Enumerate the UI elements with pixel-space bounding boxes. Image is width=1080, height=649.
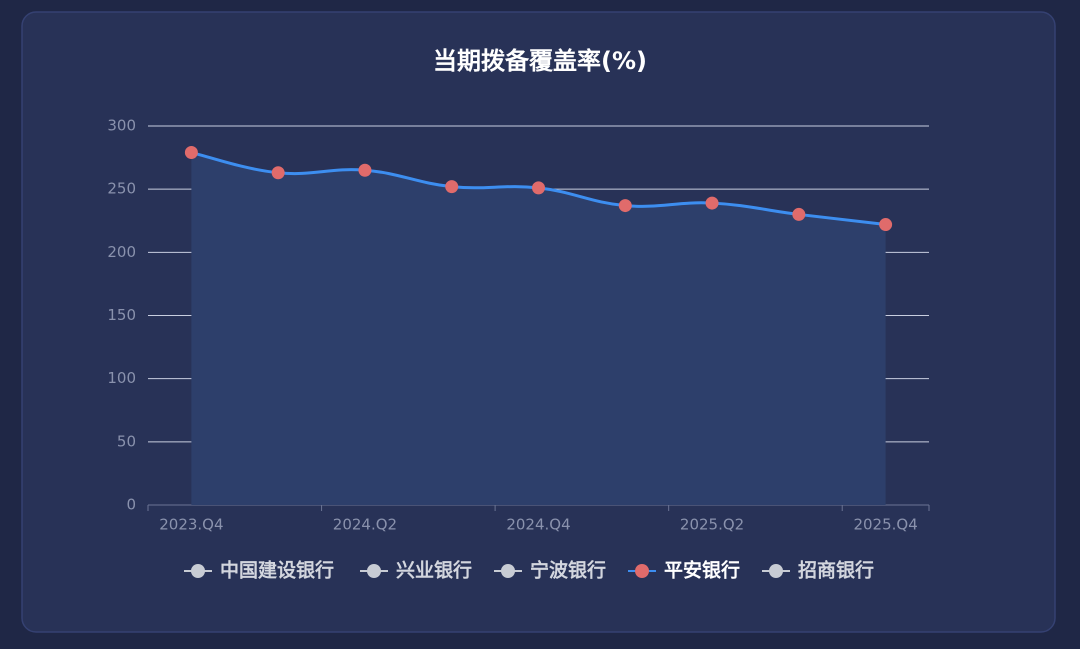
legend-dot xyxy=(769,564,783,578)
y-tick-label: 50 xyxy=(117,432,136,450)
legend-dot xyxy=(191,564,205,578)
point xyxy=(879,218,893,232)
legend-label: 兴业银行 xyxy=(396,559,472,582)
point xyxy=(271,166,285,180)
y-tick-label: 250 xyxy=(107,180,136,198)
legend-dot xyxy=(501,564,515,578)
x-tick-label: 2024.Q2 xyxy=(333,516,397,534)
y-tick-label: 150 xyxy=(107,306,136,324)
legend-item: 招商银行 xyxy=(762,559,874,582)
legend-label: 招商银行 xyxy=(798,559,874,582)
point xyxy=(618,199,632,213)
legend-item: 宁波银行 xyxy=(494,559,606,582)
y-tick-label: 200 xyxy=(107,243,136,261)
point xyxy=(705,196,719,210)
x-tick-label: 2025.Q4 xyxy=(853,516,917,534)
x-tick-label: 2023.Q4 xyxy=(159,516,223,534)
y-tick-label: 0 xyxy=(126,496,136,514)
point xyxy=(792,207,806,221)
chart-title: 当期拨备覆盖率(%) xyxy=(433,47,647,75)
point xyxy=(358,163,372,177)
y-tick-label: 100 xyxy=(107,369,136,387)
point xyxy=(445,180,459,194)
area xyxy=(191,152,886,505)
legend-label: 平安银行 xyxy=(664,559,740,582)
x-tick-label: 2024.Q4 xyxy=(506,516,570,534)
point xyxy=(532,181,545,195)
legend-label: 宁波银行 xyxy=(530,559,606,582)
legend-label: 中国建设银行 xyxy=(220,559,334,582)
legend-item: 平安银行 xyxy=(628,559,740,582)
point xyxy=(184,146,198,160)
legend-dot xyxy=(367,564,381,578)
legend-item: 中国建设银行 xyxy=(184,559,334,582)
legend-item: 兴业银行 xyxy=(360,559,472,582)
legend-dot xyxy=(635,564,649,578)
y-tick-label: 300 xyxy=(107,117,136,135)
x-tick-label: 2025.Q2 xyxy=(680,516,744,534)
